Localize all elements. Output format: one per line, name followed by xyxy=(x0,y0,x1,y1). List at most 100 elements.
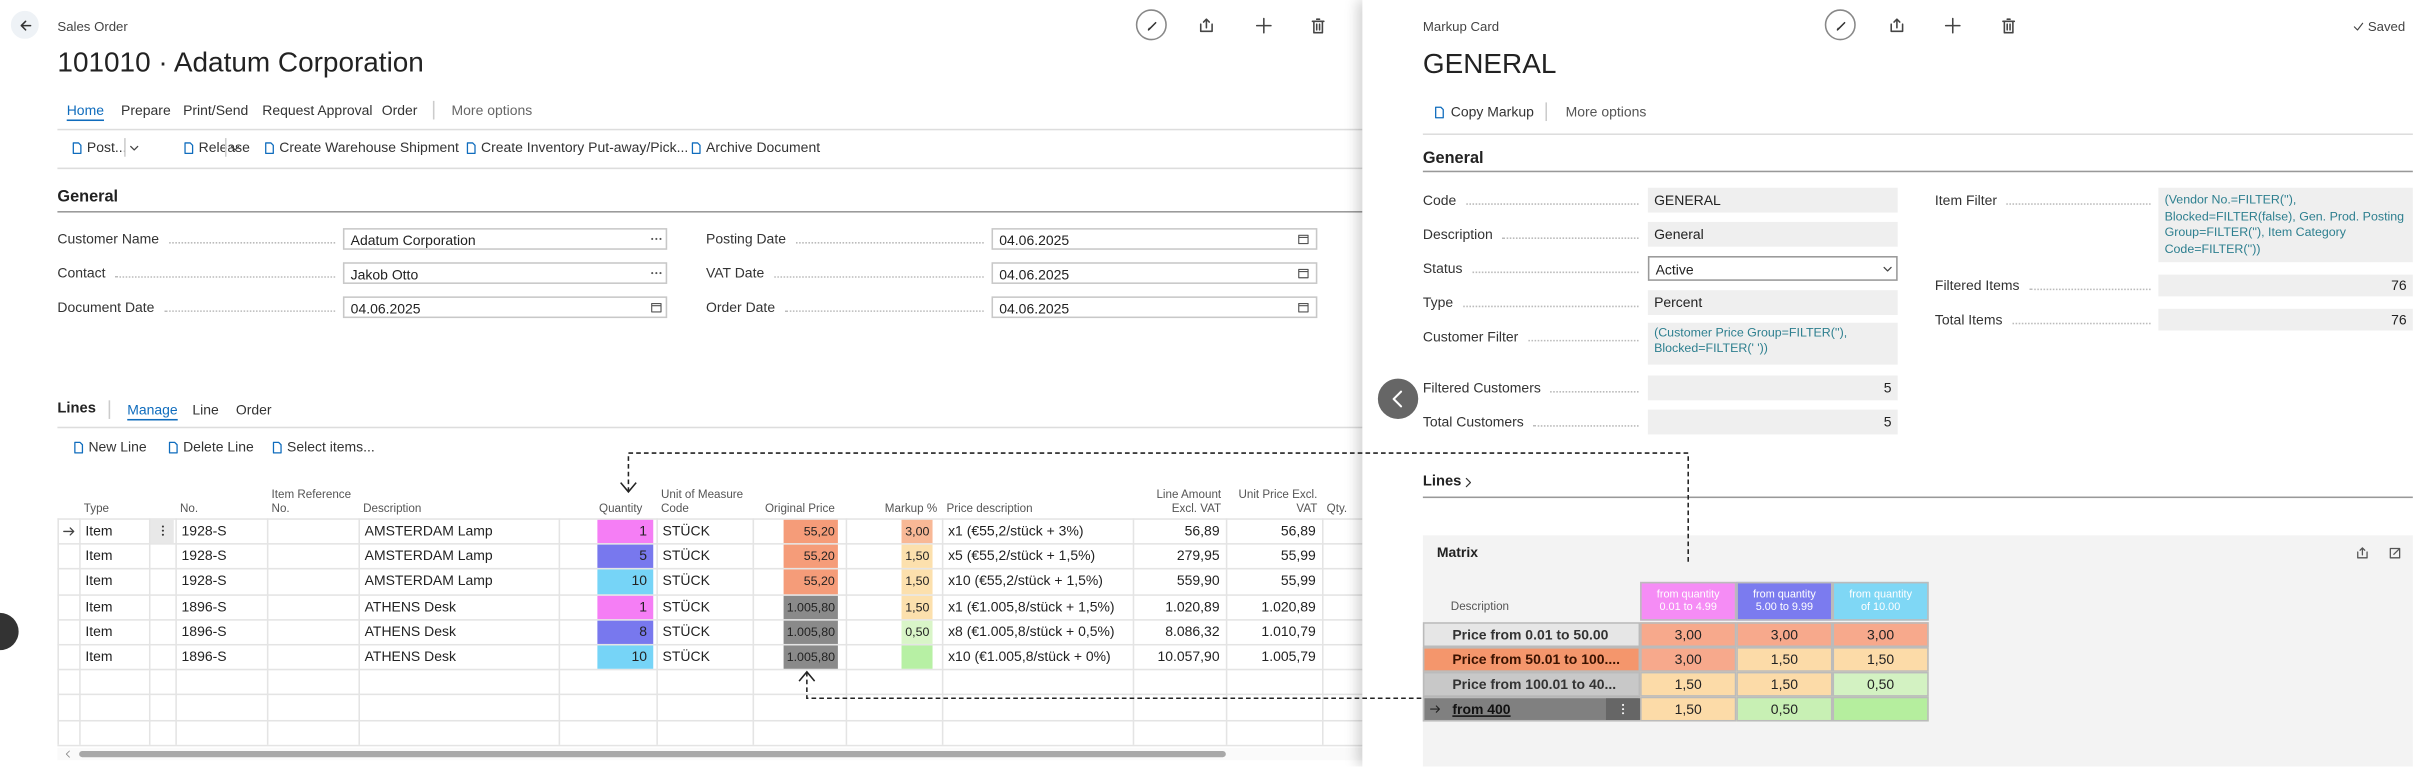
section-heading[interactable]: Lines xyxy=(1422,473,1462,491)
icon-part xyxy=(71,141,81,154)
icon-plus[interactable] xyxy=(1255,16,1272,33)
label-text: Customer Name xyxy=(57,231,160,247)
leader-dots xyxy=(1462,304,1639,307)
table-cell: x8 (€1.005,8/stück + 0,5%) xyxy=(948,623,1115,639)
icon-dots[interactable] xyxy=(650,267,662,279)
matrix-cell[interactable] xyxy=(1832,696,1929,722)
icon-part xyxy=(19,19,31,30)
action-button[interactable]: Select items... xyxy=(287,439,375,455)
tab[interactable]: Request Approval xyxy=(262,102,373,118)
action-button[interactable]: Archive Document xyxy=(706,139,821,156)
action-button[interactable]: Delete Line xyxy=(183,439,254,455)
leader-dots xyxy=(1550,390,1639,392)
matrix-cell[interactable]: 3,00 xyxy=(1640,622,1737,648)
icon-chevleft[interactable] xyxy=(1387,388,1409,410)
icon-chevdown[interactable] xyxy=(227,140,241,154)
header-text: Unit Price Excl. VAT xyxy=(1238,487,1318,516)
matrix-cell[interactable]: 0,50 xyxy=(1832,671,1929,697)
matrix-cell[interactable]: 1,50 xyxy=(1640,671,1737,697)
tab[interactable]: More options xyxy=(451,102,533,118)
icon-plus[interactable] xyxy=(1943,16,1960,33)
input-box[interactable]: 5 xyxy=(1647,375,1898,401)
tab[interactable]: Home xyxy=(66,102,104,118)
table-cell: 55,99 xyxy=(1280,573,1316,589)
matrix-cell[interactable]: 1,50 xyxy=(1736,647,1833,672)
icon-calendar[interactable] xyxy=(1297,301,1309,313)
action-button[interactable]: New Line xyxy=(88,439,147,455)
divider xyxy=(1422,133,2413,135)
divider xyxy=(57,167,1363,170)
tab[interactable]: Order xyxy=(235,401,272,418)
icon-part xyxy=(2353,22,2364,31)
tab[interactable]: Manage xyxy=(127,401,178,418)
icon-back[interactable] xyxy=(16,16,33,33)
label-text: Code xyxy=(1422,192,1457,208)
table-cell: 56,89 xyxy=(1184,522,1220,539)
matrix-cell[interactable]: 3,00 xyxy=(1736,622,1833,648)
input-box[interactable]: 76 xyxy=(2158,308,2413,331)
input-box[interactable]: Percent xyxy=(1647,290,1898,315)
matrix-cell[interactable]: 0,50 xyxy=(1736,696,1833,722)
tab[interactable]: Line xyxy=(192,401,219,418)
input-box[interactable]: General xyxy=(1647,221,1898,247)
input-box[interactable]: (Customer Price Group=FILTER(''), Blocke… xyxy=(1647,321,1898,364)
tab[interactable]: Prepare xyxy=(121,102,171,118)
icon-part xyxy=(129,145,138,150)
icon-expand[interactable] xyxy=(2387,545,2401,559)
icon-dots[interactable] xyxy=(650,233,662,245)
icon-calendar[interactable] xyxy=(1297,267,1309,279)
action-button[interactable]: Copy Markup xyxy=(1450,103,1534,120)
action-button[interactable]: Post... xyxy=(86,139,127,156)
action-button[interactable]: More options xyxy=(1565,103,1647,120)
matrix-cell[interactable]: 1,50 xyxy=(1736,671,1833,697)
tab[interactable]: Order xyxy=(381,102,418,118)
action-button[interactable]: Release xyxy=(199,137,250,159)
icon-share[interactable] xyxy=(1197,16,1214,33)
icon-chevdown[interactable] xyxy=(1880,261,1894,275)
icon-edit[interactable] xyxy=(1832,16,1849,33)
input-box[interactable]: (Vendor No.=FILTER(''), Blocked=FILTER(f… xyxy=(2158,187,2413,263)
icon-share[interactable] xyxy=(2355,545,2369,559)
input-box[interactable]: GENERAL xyxy=(1647,187,1898,213)
icon-trash[interactable] xyxy=(1309,16,1326,33)
icon-vdots[interactable] xyxy=(156,525,168,537)
label-text: Customer Filter xyxy=(1422,328,1519,345)
divider xyxy=(57,643,1363,646)
input-box[interactable]: 76 xyxy=(2158,274,2413,297)
icon-share[interactable] xyxy=(1888,16,1905,33)
input-box[interactable]: Active xyxy=(1647,256,1898,281)
grid-line xyxy=(752,518,755,745)
field-label: Contact xyxy=(57,262,338,284)
icon-part xyxy=(466,141,475,154)
icon-calendar[interactable] xyxy=(650,301,662,313)
input-box[interactable]: 04.06.2025 xyxy=(991,262,1318,284)
column-header: Markup % xyxy=(850,475,937,515)
input-box[interactable]: 04.06.2025 xyxy=(991,296,1318,319)
page-title: GENERAL xyxy=(1422,48,1557,80)
input-box[interactable]: Adatum Corporation xyxy=(342,228,668,250)
table-cell: 1.020,89 xyxy=(1165,598,1220,614)
label-text: VAT Date xyxy=(706,265,765,281)
action-button[interactable]: Create Warehouse Shipment xyxy=(279,139,459,156)
action-button[interactable]: Create Inventory Put-away/Pick... xyxy=(481,139,689,156)
icon-trash[interactable] xyxy=(1999,16,2016,33)
icon-doc xyxy=(691,141,700,154)
icon-chevleft[interactable] xyxy=(64,749,73,758)
input-box[interactable]: 5 xyxy=(1647,409,1898,435)
matrix-row-header[interactable]: from 400 xyxy=(1422,696,1641,722)
matrix-cell[interactable]: 3,00 xyxy=(1640,647,1737,672)
matrix-column-header: from quantity of 10.00 xyxy=(1832,581,1929,621)
input-box[interactable]: 04.06.2025 xyxy=(342,296,668,319)
icon-chevright[interactable] xyxy=(1462,476,1474,488)
icon-edit[interactable] xyxy=(1143,16,1160,33)
matrix-cell[interactable]: 3,00 xyxy=(1832,622,1929,648)
input-box[interactable]: Jakob Otto xyxy=(342,262,668,284)
icon-calendar[interactable] xyxy=(1297,233,1309,245)
tab[interactable]: Print/Send xyxy=(183,102,249,118)
matrix-cell[interactable]: 1,50 xyxy=(1832,647,1929,672)
input-box[interactable]: 04.06.2025 xyxy=(991,228,1318,250)
row-label: Price from 0.01 to 50.00 xyxy=(1452,626,1609,643)
icon-chevdown[interactable] xyxy=(126,140,140,154)
matrix-cell[interactable]: 1,50 xyxy=(1640,696,1737,722)
icon-vdots[interactable] xyxy=(1617,703,1629,715)
